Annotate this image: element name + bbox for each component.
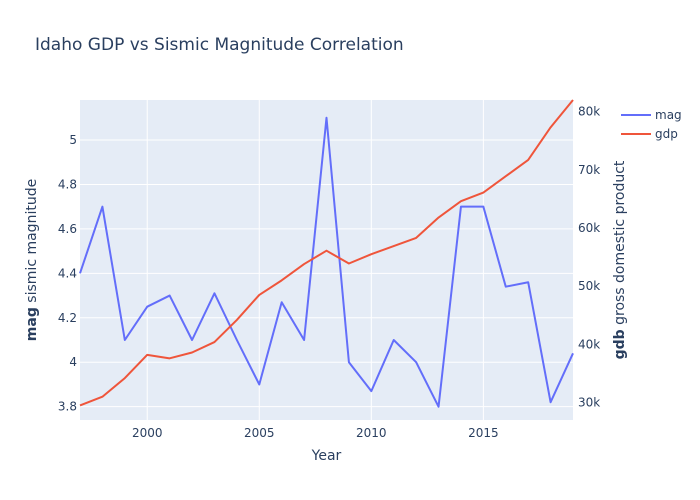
x-tick-label: 2005 (244, 426, 275, 440)
x-tick-label: 2015 (468, 426, 499, 440)
series-lines (79, 99, 574, 408)
chart-title: Idaho GDP vs Sismic Magnitude Correlatio… (35, 35, 404, 55)
y-right-axis-label: gdb gross domestic product (612, 160, 628, 359)
y-left-tick-label: 4.8 (58, 177, 77, 191)
x-tick-label: 2000 (132, 426, 163, 440)
y-right-tick-label: 40k (578, 337, 600, 351)
y-right-axis-label-bold: gdb (612, 329, 628, 359)
y-left-axis-label: mag sismic magnitude (24, 179, 40, 341)
y-right-tick-label: 80k (578, 105, 600, 119)
y-right-tick-label: 70k (578, 163, 600, 177)
y-left-tick-label: 4 (69, 355, 77, 369)
y-left-tick-label: 5 (69, 133, 77, 147)
plot-area (80, 100, 573, 420)
y-left-tick-labels: 3.8 4 4.2 4.4 4.6 4.8 5 (58, 133, 77, 414)
series-line-mag (79, 116, 574, 408)
y-right-tick-labels: 30k 40k 50k 60k 70k 80k (578, 105, 600, 410)
x-tick-label: 2010 (356, 426, 387, 440)
series-line-gdp (79, 99, 574, 407)
y-left-tick-label: 4.2 (58, 311, 77, 325)
y-left-tick-label: 3.8 (58, 400, 77, 414)
x-tick-labels: 2000 2005 2010 2015 (132, 426, 499, 440)
y-right-tick-label: 50k (578, 279, 600, 293)
legend-label: gdp (655, 127, 678, 141)
legend-item-mag[interactable]: mag (621, 108, 682, 122)
y-left-tick-label: 4.6 (58, 222, 77, 236)
y-right-tick-label: 60k (578, 221, 600, 235)
y-right-tick-label: 30k (578, 396, 600, 410)
legend-item-gdp[interactable]: gdp (621, 127, 678, 141)
legend[interactable]: mag gdp (621, 108, 682, 141)
y-left-axis-label-bold: mag (24, 307, 40, 341)
legend-label: mag (655, 108, 682, 122)
y-right-axis-label-rest: gross domestic product (612, 160, 628, 329)
x-axis-label: Year (311, 448, 342, 464)
y-left-tick-label: 4.4 (58, 266, 77, 280)
y-left-axis-label-rest: sismic magnitude (24, 179, 40, 307)
grid (80, 100, 573, 420)
